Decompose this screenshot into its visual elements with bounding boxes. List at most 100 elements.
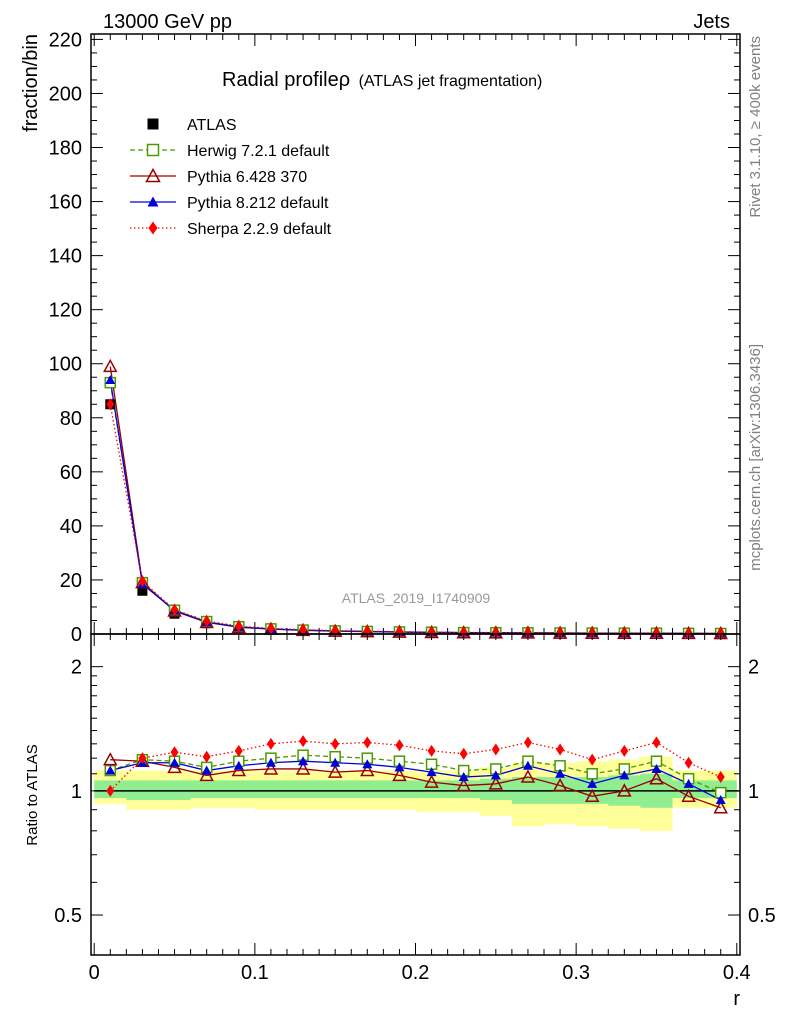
- ratio-point-sherpa-2-2-9-default: [395, 739, 404, 752]
- ratio-line-sherpa-2-2-9-default: [109, 740, 721, 792]
- ratio-point-pythia-6-428-370: [360, 762, 375, 777]
- ratio-point-sherpa-2-2-9-default: [620, 744, 629, 757]
- ratio-point-pythia-6-428-370: [263, 761, 279, 775]
- main-point-sherpa-2-2-9-default: [106, 398, 115, 411]
- ratio-point-sherpa-2-2-9-default: [299, 735, 308, 748]
- y-tick-label: 40: [60, 516, 82, 538]
- y-tick-label: 220: [49, 29, 82, 51]
- main-point-sherpa-2-2-9-default: [459, 626, 468, 639]
- ratio-point-pythia-6-428-370: [167, 759, 182, 774]
- main-point-sherpa-2-2-9-default: [170, 603, 179, 616]
- legend-entry-pythia-6-428-370: Pythia 6.428 370: [130, 167, 307, 186]
- ratio-y-tick-label-right: 2: [748, 657, 759, 679]
- x-tick-label: 0: [89, 962, 100, 984]
- ratio-point-sherpa-2-2-9-default: [652, 736, 661, 749]
- main-point-sherpa-2-2-9-default: [266, 622, 275, 635]
- ratio-point-pythia-6-428-370: [520, 769, 536, 783]
- ratio-point-pythia-8-212-default: [362, 759, 373, 769]
- legend-label: ATLAS: [187, 117, 237, 134]
- ratio-point-sherpa-2-2-9-default: [331, 737, 340, 750]
- main-point-sherpa-2-2-9-default: [427, 626, 436, 639]
- ratio-point-sherpa-2-2-9-default: [556, 743, 565, 756]
- ratio-point-sherpa-2-2-9-default: [716, 771, 725, 784]
- ratio-point-sherpa-2-2-9-default: [266, 737, 275, 750]
- main-point-sherpa-2-2-9-default: [491, 626, 500, 639]
- y-tick-label: 80: [60, 408, 82, 430]
- ratio-point-sherpa-2-2-9-default: [491, 743, 500, 756]
- ratio-point-pythia-6-428-370: [103, 752, 118, 766]
- ratio-point-sherpa-2-2-9-default: [363, 736, 372, 749]
- ratio-point-pythia-6-428-370: [681, 788, 696, 803]
- main-point-atlas: [137, 585, 148, 596]
- ratio-point-pythia-8-212-default: [330, 757, 341, 767]
- ratio-plot: 0.5 0.5 1 1 2 2 0 0.1 0.2 0.3 0.4: [54, 633, 776, 984]
- x-tick-label: 0.1: [241, 962, 269, 984]
- chart-title: Radial profileρ (ATLAS jet fragmentation…: [222, 69, 542, 91]
- ratio-point-pythia-6-428-370: [295, 761, 311, 775]
- legend-entry-herwig-7-2-1-default: Herwig 7.2.1 default: [130, 143, 330, 160]
- ratio-point-pythia-6-428-370: [617, 783, 632, 797]
- ratio-point-herwig-7-2-1-default: [586, 768, 598, 780]
- x-label: r: [733, 988, 740, 1010]
- chart-title-main: Radial profileρ: [222, 69, 350, 91]
- ratio-point-pythia-8-212-default: [394, 762, 405, 772]
- ratio-point-pythia-6-428-370: [392, 767, 407, 782]
- ratio-point-pythia-8-212-default: [490, 770, 501, 780]
- ratio-y-tick-label-right: 1: [748, 781, 759, 803]
- ratio-point-pythia-6-428-370: [584, 788, 600, 803]
- legend-entry-atlas: ATLAS: [147, 117, 237, 134]
- legend-label: Sherpa 2.2.9 default: [187, 221, 332, 238]
- legend-marker: [147, 196, 159, 207]
- legend-marker: [145, 167, 161, 183]
- ratio-point-pythia-8-212-default: [169, 757, 180, 767]
- main-point-sherpa-2-2-9-default: [652, 627, 661, 640]
- main-point-sherpa-2-2-9-default: [234, 620, 243, 633]
- ratio-point-pythia-8-212-default: [233, 760, 244, 770]
- main-point-sherpa-2-2-9-default: [556, 626, 565, 639]
- y-tick-label: 140: [49, 246, 82, 268]
- mcplots-label: mcplots.cern.ch [arXiv:1306.3436]: [747, 344, 764, 571]
- ratio-point-pythia-8-212-default: [458, 772, 469, 782]
- ratio-point-pythia-6-428-370: [552, 777, 568, 792]
- legend: ATLAS Herwig 7.2.1 default Pythia 6.428 37…: [130, 117, 332, 238]
- main-point-sherpa-2-2-9-default: [299, 623, 308, 636]
- ratio-point-sherpa-2-2-9-default: [138, 752, 147, 765]
- x-tick-label: 0.3: [562, 962, 590, 984]
- ratio-point-pythia-8-212-default: [265, 757, 276, 767]
- analysis-watermark: ATLAS_2019_I1740909: [342, 590, 491, 606]
- legend-label: Pythia 8.212 default: [187, 195, 329, 212]
- header-right: Jets: [693, 11, 730, 33]
- ratio-point-pythia-6-428-370: [713, 800, 728, 814]
- ratio-point-pythia-6-428-370: [649, 771, 664, 785]
- ratio-point-pythia-8-212-default: [587, 778, 598, 788]
- main-point-pythia-6-428-370: [103, 358, 118, 373]
- ratio-point-sherpa-2-2-9-default: [459, 747, 468, 760]
- ratio-point-pythia-6-428-370: [456, 777, 471, 792]
- main-point-sherpa-2-2-9-default: [202, 615, 211, 628]
- legend-label: Herwig 7.2.1 default: [187, 143, 330, 160]
- chart-subtitle: (ATLAS jet fragmentation): [359, 73, 543, 90]
- y-tick-label: 20: [60, 570, 82, 592]
- ratio-y-tick-label: 0.5: [54, 905, 82, 927]
- ratio-point-pythia-8-212-default: [201, 765, 212, 775]
- ratio-line-pythia-6-428-370: [110, 759, 721, 809]
- legend-marker: [147, 118, 159, 130]
- ratio-point-pythia-6-428-370: [488, 776, 504, 790]
- ratio-point-sherpa-2-2-9-default: [523, 736, 532, 749]
- ratio-point-pythia-8-212-default: [683, 778, 694, 788]
- y-tick-label: 180: [49, 138, 82, 160]
- header-left: 13000 GeV pp: [103, 11, 232, 33]
- ratio-point-pythia-8-212-default: [651, 763, 662, 773]
- main-point-sherpa-2-2-9-default: [138, 575, 147, 588]
- ratio-point-pythia-6-428-370: [231, 762, 247, 777]
- ratio-point-pythia-8-212-default: [105, 765, 116, 775]
- ratio-point-pythia-8-212-default: [619, 770, 630, 780]
- y-tick-label: 60: [60, 462, 82, 484]
- ratio-point-sherpa-2-2-9-default: [234, 744, 243, 757]
- ratio-point-sherpa-2-2-9-default: [202, 750, 211, 763]
- x-tick-label: 0.4: [723, 962, 751, 984]
- ratio-y-tick-label: 2: [71, 657, 82, 679]
- ratio-frame: [90, 633, 741, 956]
- ratio-y-label: Ratio to ATLAS: [24, 744, 41, 845]
